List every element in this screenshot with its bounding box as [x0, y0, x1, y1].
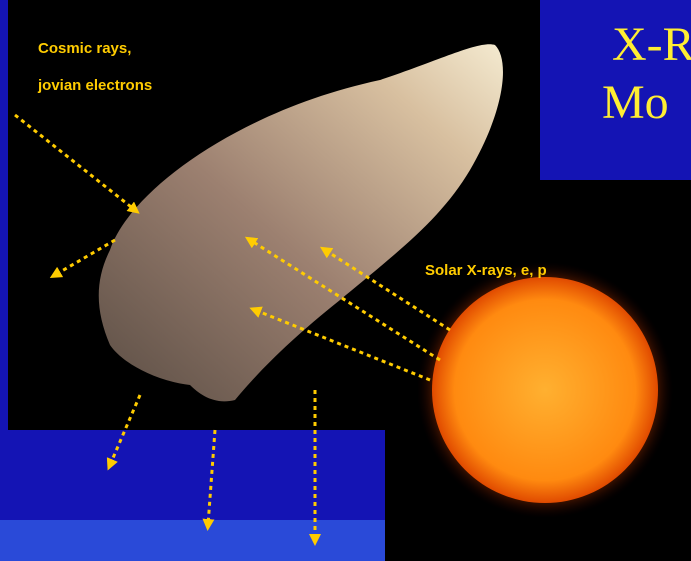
solar-label: Solar X-rays, e, p [425, 262, 547, 279]
cosmic-label: Cosmic rays, [38, 40, 131, 57]
band [0, 520, 385, 561]
cosmic-label: jovian electrons [37, 77, 152, 94]
title-line: X-R [612, 18, 691, 71]
asteroid [98, 44, 503, 402]
title-line: Mo [602, 76, 669, 129]
sun [432, 277, 658, 503]
arrows [14, 113, 451, 546]
